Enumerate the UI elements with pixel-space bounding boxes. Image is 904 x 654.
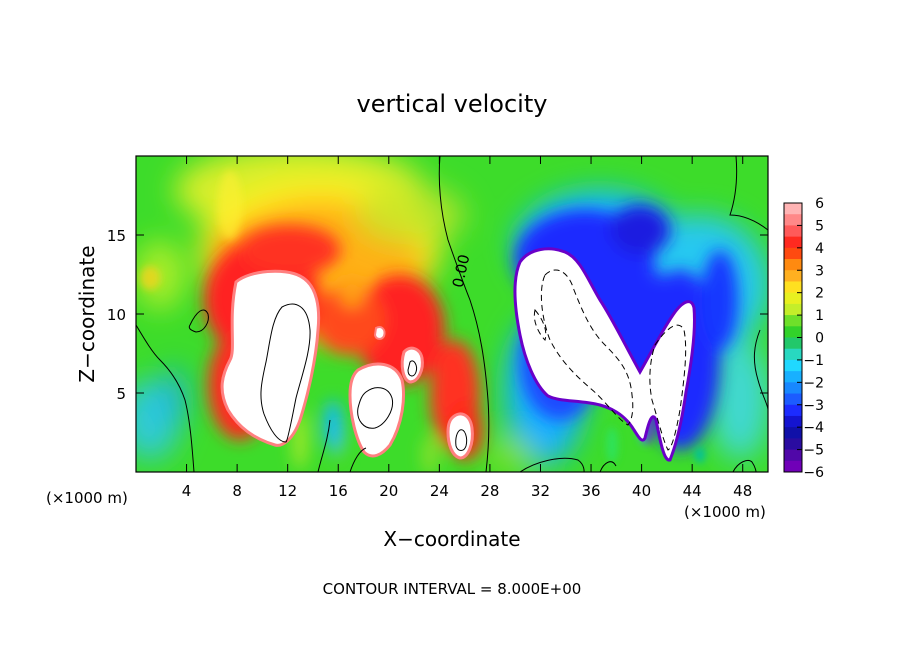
x-tick-label: 44 xyxy=(683,482,702,500)
colorbar-band xyxy=(784,270,802,282)
colorbar-band xyxy=(784,303,802,316)
colorbar-band xyxy=(784,326,802,338)
colorbar-tick-label: 2 xyxy=(815,286,824,302)
x-axis-title: X−coordinate xyxy=(383,527,520,551)
x-unit-label-right: (×1000 m) xyxy=(684,503,766,521)
x-tick-label: 36 xyxy=(581,482,600,500)
x-tick-label: 20 xyxy=(379,482,398,500)
colorbar-band xyxy=(784,225,802,238)
colorbar-band xyxy=(784,393,802,406)
colorbar xyxy=(783,202,803,473)
y-tick-label: 10 xyxy=(107,306,126,324)
x-tick-label: 24 xyxy=(430,482,449,500)
colorbar-band xyxy=(784,449,802,462)
colorbar-band xyxy=(784,415,802,428)
colorbar-tick-label: 3 xyxy=(815,263,824,279)
colorbar-band xyxy=(784,203,802,215)
colorbar-band xyxy=(784,292,802,305)
colorbar-tick-label: −6 xyxy=(803,465,824,481)
colorbar-band xyxy=(784,348,802,361)
colorbar-band xyxy=(784,359,802,372)
colorbar-tick-label: −4 xyxy=(803,420,824,436)
y-tick-label: 15 xyxy=(107,227,126,245)
colorbar-tick-label: −5 xyxy=(803,443,824,459)
x-tick-label: 28 xyxy=(480,482,499,500)
colorbar-tick-label: 6 xyxy=(815,196,824,212)
colorbar-tick-label: 4 xyxy=(815,241,824,257)
downdraft-cores xyxy=(513,247,697,462)
contour-lines xyxy=(136,156,768,472)
x-tick-label: 12 xyxy=(278,482,297,500)
colorbar-band xyxy=(784,427,802,439)
colorbar-tick-label: −3 xyxy=(803,398,824,414)
colorbar-band xyxy=(784,259,802,271)
colorbar-band xyxy=(784,438,802,451)
x-axis: 4 8 12 16 20 24 28 32 36 40 44 48 xyxy=(182,156,752,500)
y-axis: 5 10 15 xyxy=(107,227,768,403)
colorbar-band xyxy=(784,315,802,327)
x-unit-label-left: (×1000 m) xyxy=(46,489,128,507)
contour-interval-note: CONTOUR INTERVAL = 8.000E+00 xyxy=(323,580,582,598)
colorbar-band xyxy=(784,236,802,249)
colorbar-band xyxy=(784,247,802,260)
colorbar-ticks: 6 5 4 3 2 1 0 −1 −2 −3 −4 −5 −6 xyxy=(797,196,824,481)
colorbar-band xyxy=(784,460,802,473)
colorbar-band xyxy=(784,214,802,226)
colorbar-tick-label: 0 xyxy=(815,331,824,347)
heatmap-field xyxy=(136,156,768,472)
contour-lines-negative xyxy=(533,269,687,451)
y-axis-title: Z−coordinate xyxy=(75,245,99,382)
y-tick-label: 5 xyxy=(116,385,126,403)
colorbar-band xyxy=(784,404,802,417)
updraft-cores xyxy=(220,269,474,460)
colorbar-tick-label: 1 xyxy=(815,308,824,324)
colorbar-tick-label: −2 xyxy=(803,375,824,391)
colorbar-band xyxy=(784,337,802,350)
x-tick-label: 32 xyxy=(531,482,550,500)
chart-title: vertical velocity xyxy=(357,90,548,118)
x-tick-label: 40 xyxy=(632,482,651,500)
colorbar-tick-label: 5 xyxy=(815,218,824,234)
colorbar-band xyxy=(784,382,802,395)
colorbar-tick-label: −1 xyxy=(803,353,824,369)
x-tick-label: 4 xyxy=(182,482,192,500)
plot-area xyxy=(136,156,768,472)
x-tick-label: 16 xyxy=(329,482,348,500)
colorbar-band xyxy=(784,371,802,383)
colorbar-band xyxy=(784,281,802,294)
x-tick-label: 48 xyxy=(733,482,752,500)
x-tick-label: 8 xyxy=(232,482,242,500)
